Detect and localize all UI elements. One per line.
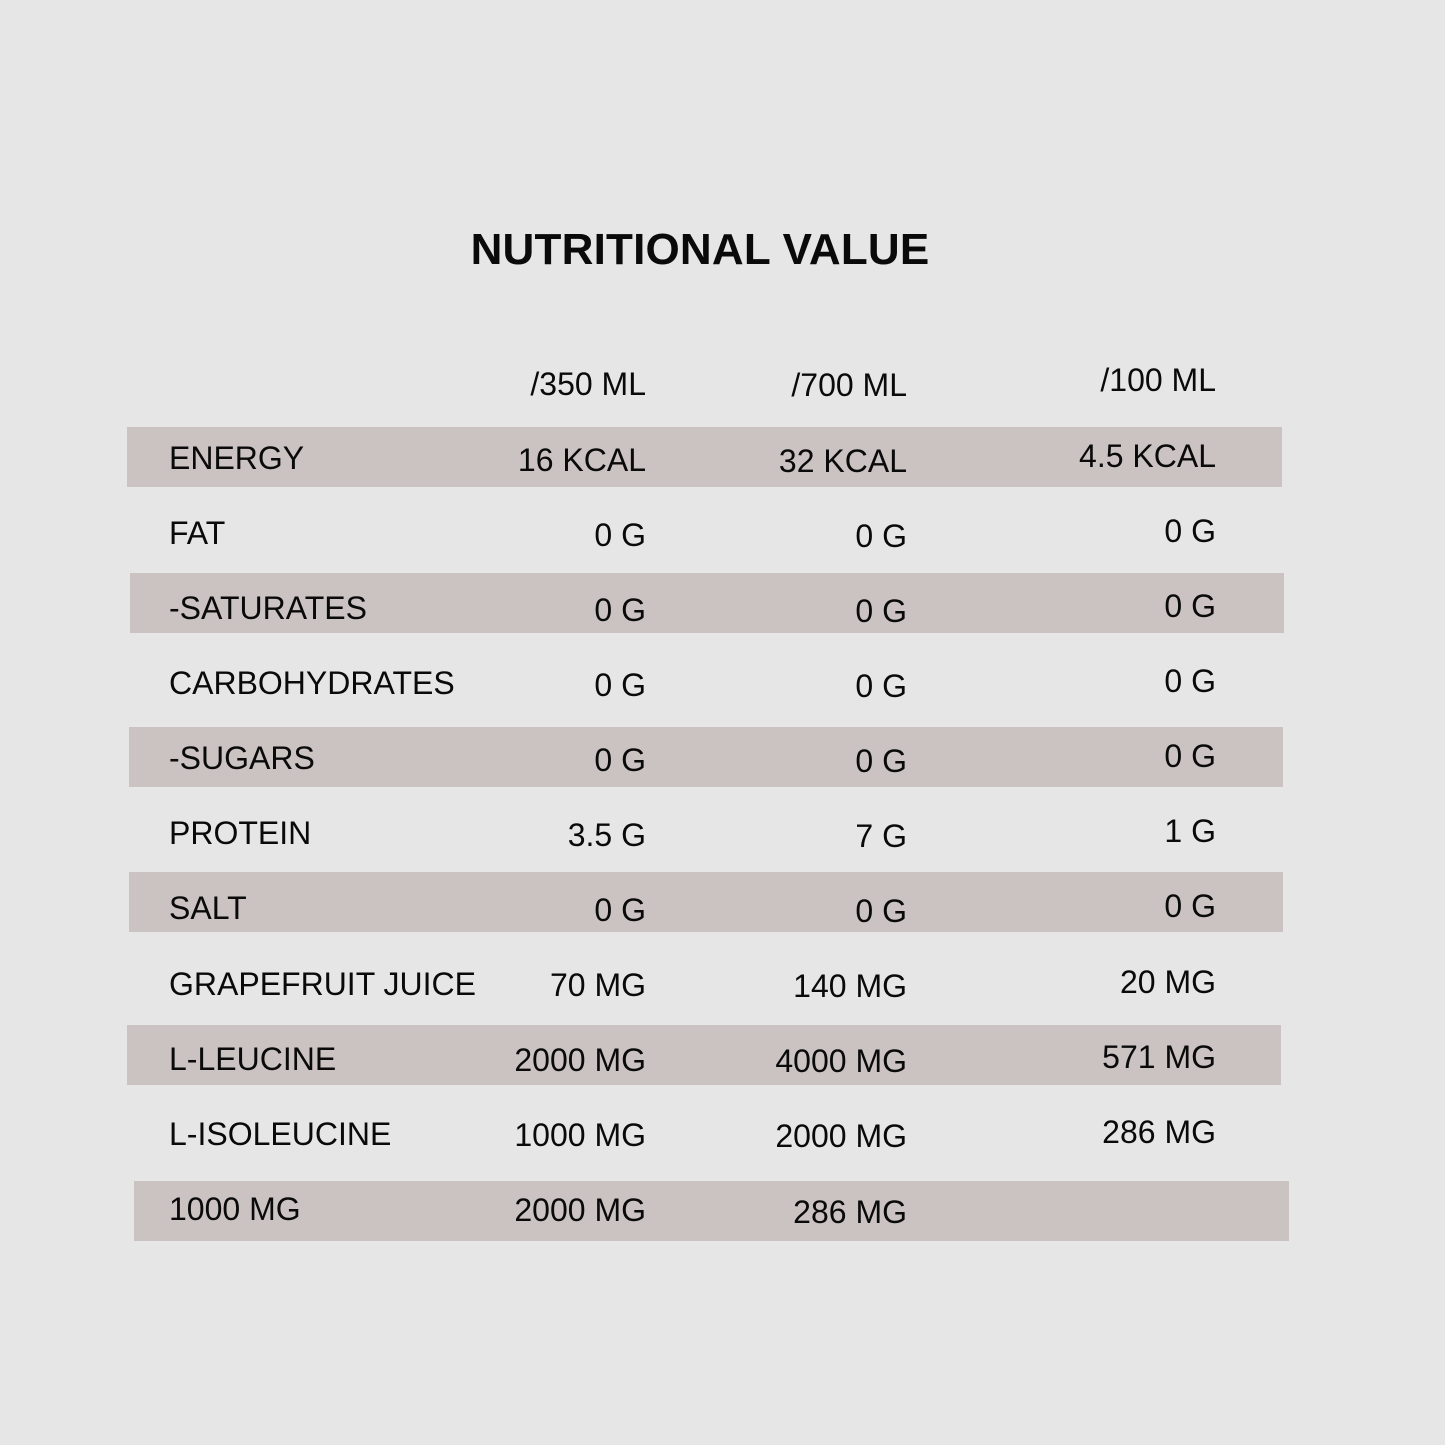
value-100ml: 4.5 KCAL [1079,438,1216,474]
row-label: 1000 MG [169,1191,301,1227]
value-100ml: 0 G [1164,663,1216,699]
row-band-energy [127,427,1282,487]
value-100ml: 0 G [1164,888,1216,924]
row-label: CARBOHYDRATES [169,665,455,701]
value-700ml: 0 G [855,593,907,629]
value-100ml: 1 G [1164,813,1216,849]
page-title: NUTRITIONAL VALUE [470,225,930,274]
row-label: FAT [169,515,226,551]
row-label: L-ISOLEUCINE [169,1116,392,1152]
value-100ml: 0 G [1164,513,1216,549]
row-band-salt [129,872,1283,932]
header-per-700ml: /700 ML [791,367,907,403]
value-350ml: 3.5 G [567,817,646,853]
row-label: PROTEIN [169,815,312,851]
header-per-100ml: /100 ML [1100,362,1216,398]
row-label: L-LEUCINE [169,1041,337,1077]
row-label: SALT [169,890,247,926]
value-100ml: 571 MG [1102,1039,1216,1075]
row-label: -SATURATES [169,590,367,626]
value-700ml: 4000 MG [775,1043,907,1079]
row-label: -SUGARS [169,740,315,776]
value-350ml: 0 G [594,742,646,778]
row-band-last [134,1181,1289,1241]
row-label: ENERGY [169,440,305,476]
value-700ml: 32 KCAL [778,443,907,479]
value-700ml: 2000 MG [775,1118,907,1154]
value-350ml: 2000 MG [514,1192,646,1228]
row-band-saturates [130,573,1284,633]
value-700ml: 286 MG [793,1194,907,1230]
value-350ml: 0 G [594,517,646,553]
value-350ml: 0 G [594,592,646,628]
value-350ml: 0 G [594,667,646,703]
value-100ml: 0 G [1164,738,1216,774]
value-700ml: 140 MG [793,968,907,1004]
row-label: GRAPEFRUIT JUICE [169,966,476,1002]
value-350ml: 2000 MG [514,1042,646,1078]
value-700ml: 0 G [855,518,907,554]
value-100ml: 0 G [1164,588,1216,624]
value-350ml: 1000 MG [514,1117,646,1153]
value-350ml: 16 KCAL [517,442,646,478]
row-band-l-leucine [127,1025,1281,1085]
value-100ml: 286 MG [1102,1114,1216,1150]
value-700ml: 7 G [855,818,907,854]
value-350ml: 70 MG [549,967,646,1003]
value-700ml: 0 G [855,668,907,704]
value-700ml: 0 G [855,743,907,779]
value-700ml: 0 G [855,893,907,929]
value-100ml: 20 MG [1119,964,1216,1000]
row-band-sugars [129,727,1283,787]
header-per-350ml: /350 ML [530,366,646,402]
value-350ml: 0 G [594,892,646,928]
